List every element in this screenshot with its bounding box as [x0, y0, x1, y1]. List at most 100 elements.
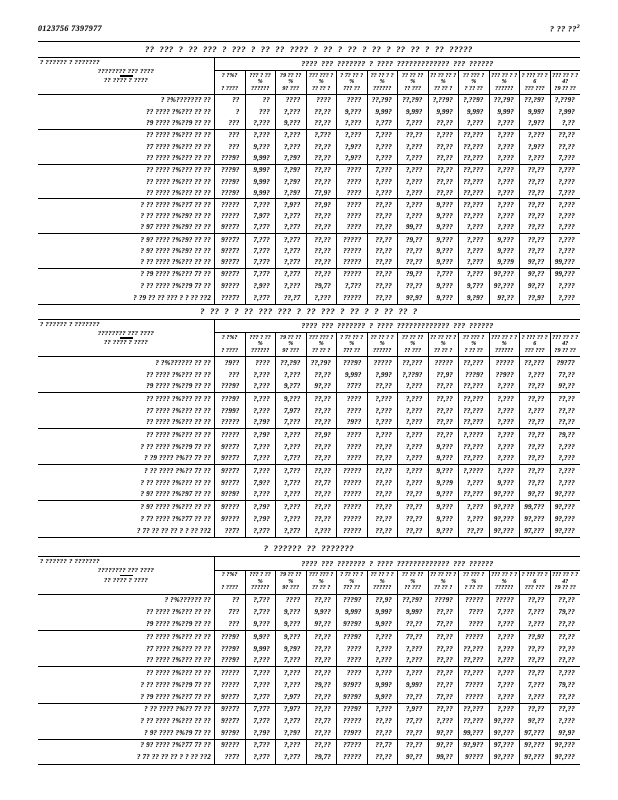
data-cell: ??,?? — [397, 257, 428, 269]
column-header-line-2: ?????? — [373, 585, 392, 592]
data-cell: ?,??? — [549, 211, 581, 223]
data-cell: ?,??? — [366, 153, 398, 164]
data-cell: ????? — [458, 630, 489, 644]
row-label: ? ?? ???? ?%?9? ?? ?? — [38, 211, 215, 223]
data-cell: ?,??? — [549, 176, 581, 188]
table-row: ?? ???? ?%??? ?? ??????,????,?????,?? 9,9… — [38, 369, 580, 382]
data-cell: ??,?? — [305, 594, 337, 607]
data-cell: ??,?? — [397, 691, 428, 703]
data-cell: ??,?? — [305, 211, 337, 223]
data-cell: ???? — [244, 357, 276, 370]
table-row: ?9 ???? ?%??9 ?? ??????,??? 9,?????,???,?… — [38, 118, 580, 130]
data-cell: ?,??? — [458, 222, 489, 234]
data-cell: ???9? — [221, 395, 240, 403]
data-cell: ??,?? — [305, 106, 337, 119]
data-cell: ??,?7 — [275, 292, 306, 304]
row-label: ? ?? ???? ?%??? ?? ?? — [38, 257, 215, 269]
data-cell: ?,??? — [427, 715, 459, 728]
data-cell: ?,??? — [397, 405, 428, 418]
data-cell: 9,??? — [275, 618, 306, 630]
data-cell: ??,9? — [519, 630, 550, 644]
data-cell: ??,??? — [458, 357, 489, 370]
data-cell: ??,?? — [305, 643, 337, 656]
row-label: ? ?9 ?? ?? ??? ? ? ?? ??2 — [38, 292, 215, 304]
data-cell: ??,?? — [305, 513, 337, 526]
data-cell: ?,?7? — [275, 257, 306, 269]
data-cell: ?,??9? — [427, 95, 459, 107]
column-header-line-1: ??? ?? ? ?% — [491, 572, 518, 585]
data-cell: ??,?? — [305, 393, 337, 406]
data-cell: 9,??? — [275, 393, 306, 406]
column-header-line-1: ??? ??? ?% — [309, 72, 334, 86]
data-cell: ?,?7? — [244, 525, 276, 538]
data-cell: ?,??9? — [549, 95, 581, 107]
data-cell: ?9,?? — [305, 679, 337, 692]
data-cell: ?,??? — [458, 477, 489, 490]
column-header-line-2: ?????? — [495, 347, 514, 354]
data-cell: 79,?? — [549, 679, 581, 692]
data-cell: ?,??? — [488, 703, 520, 716]
data-cell: ????? — [221, 669, 240, 677]
data-cell: 9,??? — [427, 465, 459, 478]
data-cell: ??,?? — [305, 153, 337, 164]
data-cell: 9,??? — [427, 245, 459, 258]
data-cell: ?,97? — [275, 691, 306, 703]
data-cell: ??,9? — [305, 429, 337, 442]
data-cell: ?,??? — [488, 141, 520, 154]
data-cell: ?,9?? — [275, 199, 306, 212]
data-cell: ?,??? — [244, 118, 276, 129]
data-cell: ?,?9? — [244, 513, 276, 526]
column-header: ? ??? ?? ? 6??? ??? — [519, 333, 550, 357]
data-cell: 9?,??? — [549, 525, 581, 538]
column-header-line-2: ? ???? — [221, 85, 239, 92]
table-row: ?? ???? ?%??? ?? ?? ???9? 9,99? ?,?9???,???… — [38, 176, 580, 188]
table-row: ? ?? ???? ?%??9 7? ?? 9???? ?,9???,??? ?9,7… — [38, 280, 580, 293]
data-cell: ??,?? — [366, 381, 398, 393]
data-cell: ????? — [336, 465, 367, 478]
stub-header-line-3: ?? ???? ? ???? — [103, 576, 148, 584]
row-label: ? ?? ???? ?%??? ?? ?? — [38, 715, 215, 728]
data-cell: ?,??? — [519, 618, 550, 630]
table-row: ?? ???? ?%??? ?? ???????,?????,?? 9,??? 9,… — [38, 106, 580, 119]
data-cell: ???? — [275, 95, 306, 107]
data-cell: ???9? — [336, 630, 367, 644]
data-cell: 9?,??? — [519, 751, 550, 765]
data-cell: ??,?? — [427, 679, 459, 692]
column-header: ??? ??? ?%?? ?? ? — [305, 71, 337, 95]
data-cell: ???9? — [221, 633, 240, 641]
table-row: ? ?9 ???? ?%??? 7? ?? 9??7? 7,?7? ?,?7???,?… — [38, 269, 580, 281]
data-cell: ??,?? — [427, 118, 459, 129]
table-row: ?9 ???? ?%??9 ?? ????? 9,??? 9,??? 9?,?? 9??… — [38, 618, 580, 631]
data-cell: ?,??? — [366, 187, 398, 199]
data-cell: 9,??? — [427, 501, 459, 514]
column-header-line-1: ?? ?? ?? ?% — [430, 72, 457, 86]
row-label: ?? ???? ?%??? ?? ?? — [38, 164, 215, 177]
data-cell: 7,?7? — [244, 703, 276, 716]
data-cell: ?9?? — [224, 359, 240, 367]
data-cell: 9,??? — [275, 118, 306, 129]
data-cell: 9??7? — [221, 248, 240, 256]
data-cell: ?,9?? — [519, 118, 550, 129]
data-cell: 9,99? — [244, 643, 276, 656]
table-row: ?7 ???? ?%??? ?? ????? 9,????,?????,?? ?,9… — [38, 141, 580, 154]
data-cell: ??,9? — [366, 594, 398, 607]
data-cell: 9,??? — [427, 489, 459, 501]
data-cell: ?,??? — [488, 405, 520, 418]
data-cell: 9??7? — [221, 467, 240, 475]
column-header-line-1: ?9 ?? ?? % — [280, 72, 302, 86]
data-cell: 9,??? — [427, 257, 459, 269]
data-cell: 9,??? — [427, 513, 459, 526]
stub-header-mini-rule — [119, 574, 133, 577]
page-content: 0123756 7397977 ? ?? ??2 ?? ??? ? ?? ???… — [38, 24, 581, 766]
row-label: ? ?? ???? ?%??9 7? ?? — [38, 441, 215, 454]
data-cell: 7,?7? — [244, 245, 276, 258]
data-cell: ????? — [221, 213, 240, 221]
row-label: ? ?%??????? ?? — [38, 95, 215, 107]
column-header-line-2: 7?? ?? — [343, 347, 361, 354]
data-cell: ??,?? — [305, 630, 337, 644]
data-cell: ?,7?? — [244, 606, 276, 619]
stub-header-cell: ? ?????? ? ??????????????? ??? ?????? ??… — [38, 557, 215, 594]
data-cell: 97,??? — [519, 525, 550, 538]
data-cell: 7,??? — [519, 679, 550, 692]
column-header-line-2: ??? ??? — [524, 347, 545, 354]
